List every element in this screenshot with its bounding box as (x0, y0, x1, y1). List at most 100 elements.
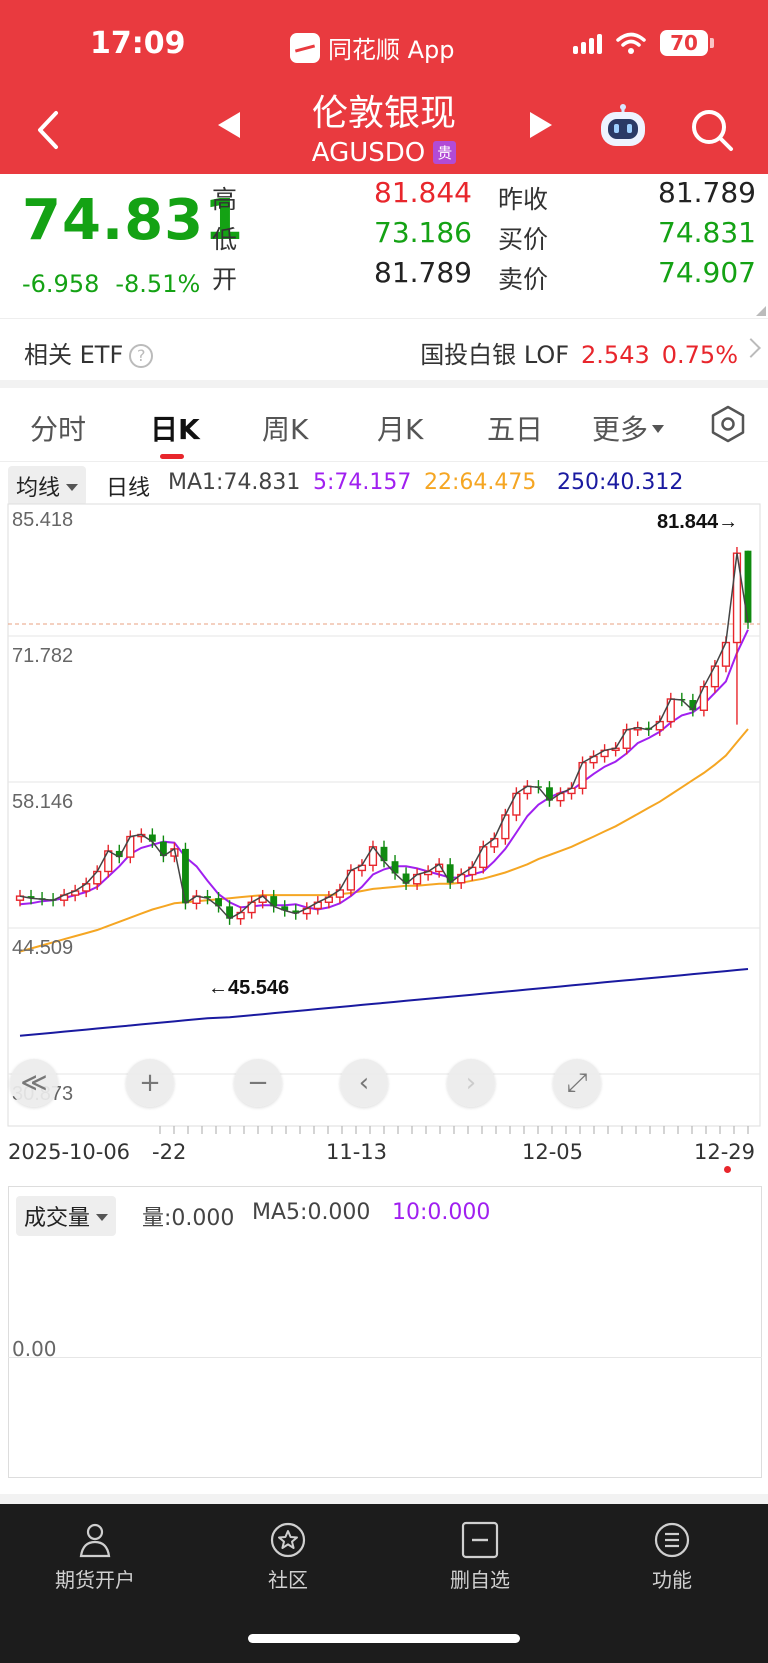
tab-more[interactable]: 更多 (592, 408, 665, 448)
etf-label: 相关 ETF (24, 341, 124, 369)
high-label: 高 (212, 185, 238, 214)
status-time: 17:09 (90, 26, 186, 61)
fullscreen-button[interactable]: ⤢ (553, 1059, 601, 1107)
candle-down (446, 864, 454, 883)
caret-down-icon (652, 425, 665, 433)
tab-five-day[interactable]: 五日 (487, 413, 544, 446)
instrument-title: 伦敦银现 (311, 93, 456, 134)
etf-quote: 国投白银 LOF 2.543 0.75% (420, 335, 738, 370)
tab-daily-k[interactable]: 日K (150, 413, 200, 446)
expand-corner-icon[interactable] (756, 306, 766, 316)
ask-label: 卖价 (498, 265, 549, 294)
date-4: 12-05 (522, 1140, 584, 1164)
hexagon-settings-icon[interactable] (708, 404, 748, 444)
volume-selector[interactable]: 成交量 (16, 1196, 117, 1236)
date-end: 12-29 (694, 1140, 756, 1164)
candle-down (546, 787, 553, 801)
candle-down (689, 700, 697, 711)
functions-button[interactable]: 功能 (602, 1520, 742, 1593)
status-app-name: 同花顺 App (328, 36, 455, 64)
back-arrow-icon[interactable] (30, 105, 70, 155)
candle-down (402, 873, 410, 884)
price-change: -6.958 -8.51% (22, 270, 200, 298)
instrument-code: AGUSDO (311, 138, 426, 168)
candle-down (204, 896, 211, 899)
candle-down (182, 848, 189, 904)
zoom-in-button[interactable]: + (126, 1059, 174, 1107)
ma-legend: 均线 日线 MA1:74.831 5:74.157 22:64.475 250:… (0, 464, 768, 506)
volume-value: 量:0.000 (142, 1206, 235, 1231)
candle-down (115, 850, 123, 858)
etf-name: 国投白银 LOF (420, 341, 570, 369)
futures-account-label: 期货开户 (55, 1568, 135, 1592)
cellular-signal-icon (573, 32, 602, 54)
futures-account-button[interactable]: 期货开户 (25, 1520, 165, 1593)
pan-right-button[interactable]: › (447, 1059, 495, 1107)
prev-close-label: 昨收 (498, 185, 549, 214)
candle-down (292, 910, 300, 914)
volume-ma10: 10:0.000 (392, 1200, 491, 1225)
y-label-2: 71.782 (12, 645, 73, 667)
quote-panel: 74.831 -6.958 -8.51% 高 低 开 81.844 73.186 … (0, 174, 768, 318)
app-logo-icon (290, 32, 320, 63)
open-value: 81.789 (374, 256, 472, 289)
pan-left-button[interactable]: ‹ (340, 1059, 388, 1107)
candle-down (645, 727, 653, 730)
prev-instrument-button[interactable] (218, 112, 240, 138)
community-label: 社区 (268, 1568, 308, 1592)
candle-down (159, 841, 167, 857)
y-label-top: 85.418 (12, 509, 73, 531)
y-label-3: 58.146 (12, 791, 73, 813)
instrument-code-line: AGUSDO 贵 (0, 138, 768, 168)
robot-assistant-icon[interactable] (597, 104, 649, 150)
battery-indicator: 70 (660, 30, 714, 56)
indicator-selector[interactable]: 均线 (8, 466, 87, 506)
candle-down (281, 906, 289, 911)
ma250-value: 250:40.312 (557, 470, 684, 495)
date-3: 11-13 (326, 1140, 388, 1164)
period-tabs: 分时 日K 周K 月K 五日 更多 (0, 388, 768, 462)
caret-down-icon (96, 1214, 109, 1221)
ma250-line (19, 968, 749, 1037)
max-marker: 81.844→ (657, 511, 738, 533)
zoom-out-button[interactable]: − (234, 1059, 282, 1107)
section-divider (0, 380, 768, 388)
bottom-divider (0, 1494, 768, 1504)
status-icons: 70 (573, 30, 714, 56)
related-etf-row[interactable]: 相关 ETF? 国投白银 LOF 2.543 0.75% (0, 318, 768, 380)
etf-price: 2.543 (581, 341, 650, 369)
tab-more-label: 更多 (592, 413, 649, 446)
tab-weekly-k[interactable]: 周K (262, 413, 309, 446)
candle-down (270, 896, 278, 907)
indicator-selector-label: 均线 (16, 476, 61, 501)
remove-watchlist-button[interactable]: 删自选 (410, 1520, 550, 1593)
ma-kind: 日线 (106, 476, 151, 501)
candle-down (380, 846, 388, 862)
active-tab-indicator (160, 454, 184, 459)
community-button[interactable]: 社区 (218, 1520, 358, 1593)
remove-watchlist-label: 删自选 (450, 1568, 510, 1592)
next-instrument-button[interactable] (530, 112, 552, 138)
etf-pct: 0.75% (661, 341, 738, 369)
functions-label: 功能 (652, 1568, 692, 1592)
ma1-line (19, 553, 749, 920)
minus-box-icon (461, 1521, 499, 1559)
kline-chart[interactable]: 85.418 71.782 58.146 44.509 30.873 81.84… (0, 502, 768, 1138)
help-icon[interactable]: ? (129, 344, 154, 368)
low-value: 73.186 (374, 216, 472, 249)
low-label: 低 (212, 225, 238, 254)
volume-ma5: MA5:0.000 (252, 1200, 371, 1225)
volume-selector-label: 成交量 (24, 1206, 91, 1231)
open-label: 开 (212, 265, 238, 294)
tab-monthly-k[interactable]: 月K (377, 413, 424, 446)
last-price: 74.831 (22, 188, 245, 253)
ma22-line (19, 728, 749, 953)
bid-value: 74.831 (658, 216, 756, 249)
fast-rewind-button[interactable]: ≪ (10, 1059, 58, 1107)
date-2: -22 (152, 1140, 187, 1164)
date-start: 2025-10-06 (8, 1140, 131, 1164)
search-icon[interactable] (688, 106, 736, 154)
ma5-value: 5:74.157 (313, 470, 412, 495)
volume-zero-label: 0.00 (12, 1337, 57, 1361)
tab-intraday[interactable]: 分时 (30, 413, 87, 446)
